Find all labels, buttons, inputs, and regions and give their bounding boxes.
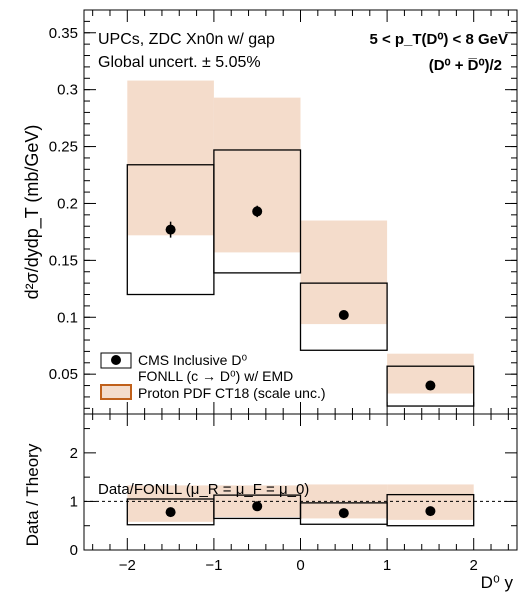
legend-label-fonll: FONLL (c → D⁰) w/ EMD: [138, 368, 293, 384]
ratio-point: [338, 508, 349, 519]
fonll-boxes: [126, 149, 475, 407]
ratio-panel: 0 1 2 −2 −1 0 1 2 Data/FONLL (μ_R = μ_F = μ_0)…: [23, 413, 518, 592]
y-tick-label: 0.35: [49, 25, 78, 42]
ratio-fonll-boxes: [126, 493, 475, 527]
data-point: [425, 380, 436, 391]
fonll-box: [213, 149, 302, 274]
legend-pdf-swatch: [100, 384, 132, 400]
y-tick-label: 0.2: [57, 195, 78, 212]
y-tick-label: 0.15: [49, 252, 78, 269]
data-points: [165, 205, 436, 391]
fonll-box: [299, 282, 388, 351]
annotation-line1: UPCs, ZDC Xn0n w/ gap: [98, 31, 275, 48]
legend-entry-pdf: Proton PDF CT18 (scale unc.): [100, 384, 326, 401]
ratio-x-ticks: −2 −1 0 1 2: [92, 414, 509, 574]
upper-y-ticks: 0.05 0.1 0.15 0.2 0.25 0.3 0.35: [49, 20, 517, 409]
data-point: [252, 206, 263, 217]
x-tick-label: 1: [383, 557, 391, 574]
ratio-y-tick-label: 0: [70, 542, 78, 559]
particle-combination-label: (D⁰ + D̅⁰)/2: [429, 57, 502, 74]
ratio-points: [165, 501, 436, 519]
ratio-point: [165, 507, 176, 518]
upper-panel: 0.05 0.1 0.15 0.2 0.25 0.3 0.35 UPCs, ZDC Xn0n…: [22, 9, 518, 415]
x-tick-label: −1: [205, 557, 222, 574]
legend-entry-data: CMS Inclusive D⁰: [100, 352, 247, 369]
legend-marker: [111, 355, 121, 365]
legend-label-pdf: Proton PDF CT18 (scale unc.): [138, 385, 326, 401]
y-tick-label: 0.05: [49, 366, 78, 383]
pdf-bands: [127, 80, 474, 394]
legend: CMS Inclusive D⁰ FONLL (c → D⁰) w/ EMD P…: [100, 352, 326, 401]
fonll-box: [386, 365, 475, 407]
y-tick-label: 0.3: [57, 82, 78, 99]
annotation-line2: Global uncert. ± 5.05%: [98, 54, 261, 71]
pdf-band: [300, 220, 388, 325]
ratio-point: [425, 506, 436, 517]
x-tick-label: 2: [470, 557, 478, 574]
y-tick-label: 0.1: [57, 309, 78, 326]
upper-y-axis-label: d²σ/dydp_T (mb/GeV): [22, 125, 43, 300]
ratio-point: [252, 501, 263, 512]
kinematic-range-label: 5 < p_T(D⁰) < 8 GeV: [369, 31, 508, 48]
ratio-y-axis-label: Data / Theory: [23, 443, 42, 546]
y-tick-label: 0.25: [49, 139, 78, 156]
legend-label-data: CMS Inclusive D⁰: [138, 352, 247, 368]
ratio-y-tick-label: 2: [70, 445, 78, 462]
ratio-fonll-box: [386, 493, 475, 527]
upper-x-ticks: [92, 10, 509, 414]
x-tick-label: −2: [119, 557, 136, 574]
pdf-band: [213, 97, 301, 253]
data-point: [338, 309, 349, 320]
pdf-band: [127, 80, 214, 236]
x-axis-label: D⁰ y: [481, 573, 514, 592]
ratio-y-tick-label: 1: [70, 493, 78, 510]
ratio-y-ticks: 0 1 2: [70, 428, 517, 559]
data-point: [165, 224, 176, 235]
x-tick-label: 0: [296, 557, 304, 574]
ratio-annotation: Data/FONLL (μ_R = μ_F = μ_0): [98, 481, 309, 498]
